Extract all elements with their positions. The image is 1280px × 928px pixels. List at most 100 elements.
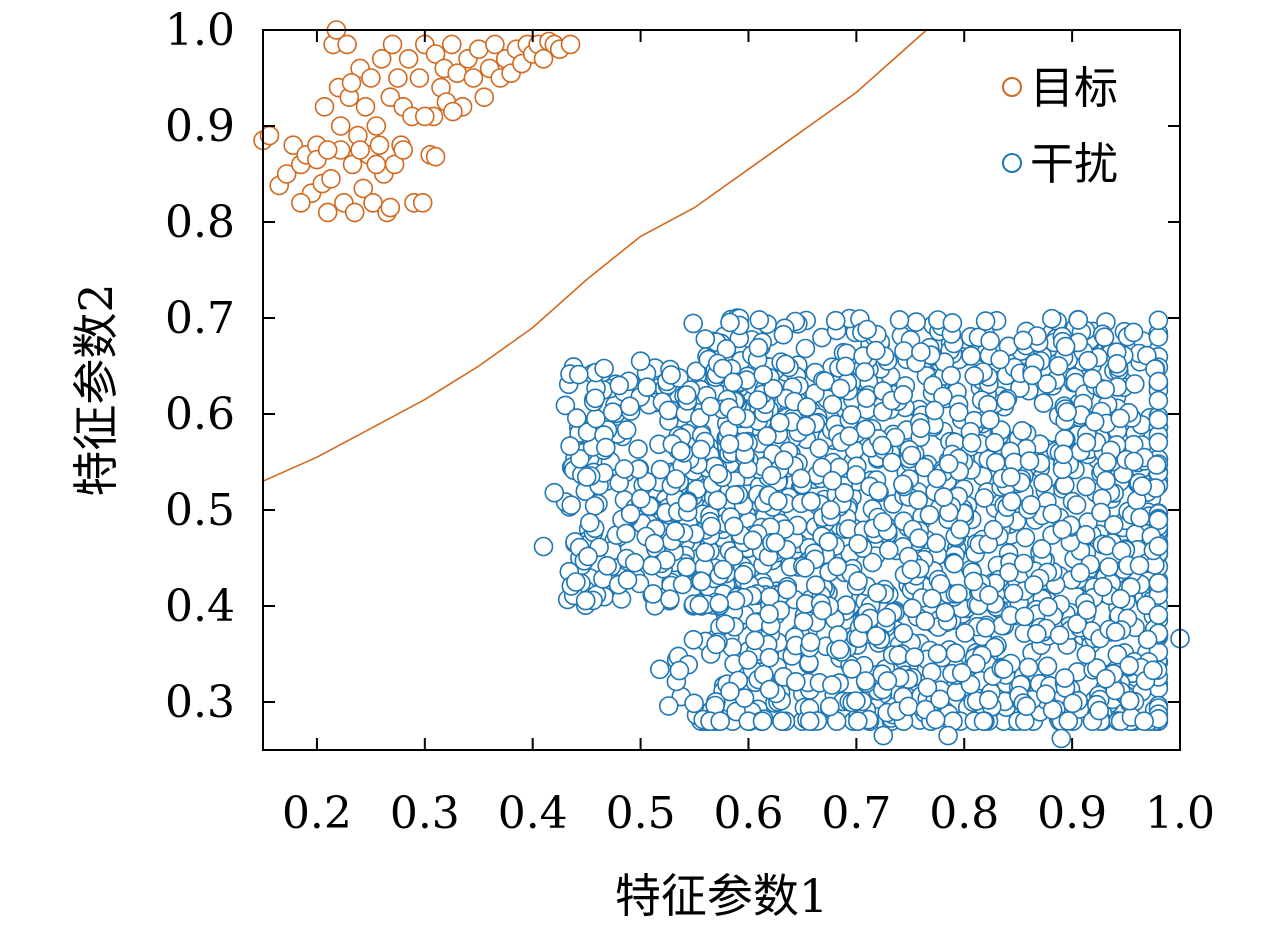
scatter-point bbox=[720, 312, 740, 333]
scatter-point bbox=[799, 711, 820, 732]
scatter-point bbox=[1033, 472, 1053, 493]
scatter-point bbox=[644, 533, 665, 554]
scatter-point bbox=[443, 101, 463, 122]
scatter-point bbox=[676, 557, 697, 577]
scatter-point bbox=[827, 556, 848, 577]
scatter-point bbox=[579, 512, 600, 533]
scatter-point bbox=[983, 519, 1004, 540]
scatter-point bbox=[938, 453, 959, 474]
scatter-point bbox=[1084, 411, 1105, 432]
scatter-point bbox=[441, 34, 462, 55]
scatter-point bbox=[1067, 614, 1087, 634]
scatter-point bbox=[775, 354, 796, 375]
scatter-point bbox=[855, 419, 876, 440]
scatter-point bbox=[865, 340, 886, 361]
scatter-point bbox=[425, 44, 446, 64]
scatter-point bbox=[314, 97, 335, 117]
scatter-point bbox=[412, 193, 433, 213]
scatter-point bbox=[1082, 368, 1103, 389]
scatter-point bbox=[1130, 507, 1150, 528]
x-tick-label: 0.6 bbox=[713, 788, 783, 839]
scatter-point bbox=[380, 197, 401, 218]
scatter-point bbox=[927, 468, 947, 489]
scatter-point bbox=[1089, 700, 1109, 721]
legend-marker-target bbox=[1002, 77, 1022, 97]
scatter-point bbox=[726, 406, 747, 426]
scatter-point bbox=[720, 681, 740, 702]
scatter-point bbox=[595, 437, 616, 458]
scatter-point bbox=[1137, 629, 1158, 650]
scatter-point bbox=[1096, 470, 1116, 491]
scatter-point bbox=[915, 611, 936, 631]
scatter-point bbox=[665, 521, 686, 542]
scatter-point bbox=[1042, 308, 1062, 329]
scatter-point bbox=[566, 572, 586, 592]
scatter-point bbox=[609, 375, 630, 396]
scatter-point bbox=[1105, 622, 1126, 642]
y-tick-label: 0.7 bbox=[165, 293, 235, 344]
x-tick-label: 0.3 bbox=[390, 788, 460, 839]
scatter-point bbox=[769, 412, 790, 433]
scatter-point bbox=[919, 505, 940, 525]
scatter-point bbox=[745, 630, 765, 651]
scatter-point bbox=[380, 87, 401, 107]
scatter-point bbox=[1012, 420, 1032, 441]
scatter-point bbox=[948, 402, 969, 423]
scatter-point bbox=[835, 356, 856, 377]
scatter-point bbox=[1129, 555, 1150, 576]
scatter-point bbox=[355, 97, 376, 117]
scatter-point bbox=[819, 696, 840, 717]
scatter-point bbox=[738, 650, 758, 670]
scatter-point bbox=[1003, 583, 1024, 604]
scatter-point bbox=[1110, 408, 1130, 429]
scatter-point bbox=[1110, 588, 1131, 609]
scatter-point bbox=[485, 34, 505, 55]
scatter-point bbox=[980, 409, 1000, 430]
scatter-point bbox=[695, 542, 716, 563]
scatter-point bbox=[614, 459, 635, 479]
scatter-point bbox=[830, 378, 851, 399]
scatter-point bbox=[1148, 573, 1169, 593]
scatter-point bbox=[948, 583, 968, 604]
scatter-point bbox=[361, 68, 381, 88]
decision-boundary-layer bbox=[262, 29, 928, 482]
scatter-point bbox=[724, 516, 744, 537]
scatter-point bbox=[966, 653, 986, 674]
scatter-point bbox=[1014, 606, 1035, 627]
scatter-point bbox=[594, 358, 614, 379]
scatter-point bbox=[725, 485, 745, 505]
scatter-point bbox=[1125, 374, 1145, 394]
scatter-point bbox=[961, 432, 982, 453]
scatter-point bbox=[1054, 668, 1075, 688]
scatter-point bbox=[719, 434, 740, 454]
scatter-point bbox=[1037, 656, 1058, 677]
scatter-point bbox=[1033, 393, 1054, 413]
legend-label-target: 目标 bbox=[1030, 63, 1118, 114]
scatter-point bbox=[759, 679, 780, 700]
scatter-point bbox=[944, 553, 965, 574]
scatter-point bbox=[1093, 576, 1113, 597]
scatter-point bbox=[369, 135, 390, 155]
scatter-point bbox=[676, 385, 697, 405]
scatter-point bbox=[660, 589, 680, 610]
scatter-point bbox=[898, 696, 919, 717]
x-axis-title: 特征参数1 bbox=[615, 869, 828, 923]
scatter-point bbox=[686, 361, 707, 382]
scatter-point bbox=[945, 643, 966, 663]
scatter-point bbox=[795, 338, 816, 359]
scatter-point bbox=[911, 342, 931, 362]
scatter-point bbox=[1123, 322, 1144, 343]
scatter-point bbox=[935, 602, 956, 623]
scatter-point bbox=[1107, 644, 1128, 665]
scatter-point bbox=[425, 146, 446, 167]
legend-label-interference: 干扰 bbox=[1030, 139, 1118, 190]
scatter-point bbox=[661, 365, 681, 385]
scatter-point bbox=[761, 465, 782, 486]
scatter-point bbox=[1146, 455, 1167, 475]
scatter-point bbox=[877, 671, 898, 691]
scatter-point bbox=[924, 400, 945, 421]
scatter-point bbox=[283, 135, 304, 155]
scatter-point bbox=[584, 496, 605, 516]
scatter-point bbox=[1095, 379, 1115, 400]
scatter-point bbox=[1076, 644, 1097, 665]
